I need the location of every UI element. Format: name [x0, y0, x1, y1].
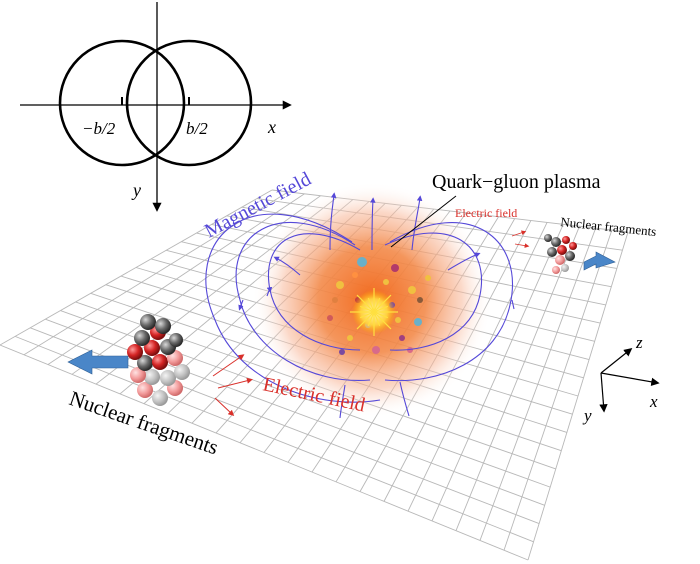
nucleon — [547, 247, 557, 257]
electric-field-arrows-right — [511, 230, 530, 248]
nucleon — [555, 255, 565, 265]
nuclear-fragments-left — [127, 314, 190, 406]
quark-gluon-plasma — [252, 182, 492, 418]
quark-particle — [417, 297, 423, 303]
nucleon — [565, 251, 575, 261]
nuclear-fragments-right — [544, 234, 577, 274]
nucleon — [544, 234, 552, 242]
nucleon — [140, 314, 156, 330]
impact-parameter-inset: −b/2 b/2 x y — [20, 2, 292, 212]
qgp-label: Quark−gluon plasma — [432, 171, 601, 193]
spark-ray — [373, 294, 392, 313]
nucleon — [155, 318, 171, 334]
quark-particle — [372, 346, 380, 354]
electric-field-small-label: Electric field — [455, 206, 517, 220]
spark-ray — [373, 305, 389, 313]
nucleon — [552, 266, 560, 274]
inset-y-label: y — [131, 180, 141, 200]
right-nucleus-circle — [125, 39, 253, 167]
spark-ray — [367, 311, 375, 327]
axis-x-label: x — [649, 392, 658, 411]
quark-particle — [425, 275, 431, 281]
spark-ray — [356, 311, 375, 330]
nucleon — [127, 344, 143, 360]
axis-y-label: y — [582, 406, 592, 425]
inset-x-label: x — [267, 117, 276, 137]
spark-ray — [373, 311, 392, 330]
nucleon — [130, 367, 146, 383]
spark-ray — [367, 297, 375, 313]
nucleon — [557, 245, 567, 255]
quark-particle — [383, 279, 389, 285]
minus-b-half-label: −b/2 — [82, 119, 116, 138]
quark-particle — [347, 335, 353, 341]
spark-ray — [359, 311, 375, 319]
nucleon — [160, 370, 176, 386]
b-half-label: b/2 — [186, 119, 208, 138]
quark-particle — [414, 318, 422, 326]
coordinate-axes-3d — [599, 347, 660, 413]
quark-particle — [327, 315, 333, 321]
axis-z-label: z — [635, 333, 643, 352]
spark-burst-icon — [350, 288, 398, 336]
nucleon — [174, 364, 190, 380]
nucleon — [152, 354, 168, 370]
grid-line — [0, 344, 529, 561]
block-arrow-icon-left — [67, 349, 129, 375]
spark-ray — [373, 311, 381, 327]
spark-ray — [373, 311, 389, 319]
spark-ray — [359, 305, 375, 313]
quark-particle — [408, 286, 416, 294]
nucleon — [569, 242, 577, 250]
nucleon — [152, 390, 168, 406]
nucleon — [137, 355, 153, 371]
quark-particle — [395, 317, 401, 323]
nuclear-fragments-small-label: Nuclear fragments — [560, 214, 657, 239]
quark-particle — [332, 297, 338, 303]
nucleon — [144, 369, 160, 385]
quark-particle — [399, 335, 405, 341]
nucleon — [144, 340, 160, 356]
electric-field-arrows-left — [212, 354, 253, 417]
nucleon — [137, 382, 153, 398]
grid-line — [14, 335, 534, 543]
nucleon — [551, 237, 561, 247]
block-arrow-icon-right — [583, 251, 616, 271]
spark-ray — [356, 294, 375, 313]
spark-ray — [373, 297, 381, 313]
quark-particle — [352, 272, 358, 278]
quark-particle — [391, 264, 399, 272]
quark-particle — [336, 281, 344, 289]
left-nucleus-circle — [58, 39, 186, 167]
magnetic-field-lines — [205, 192, 515, 419]
nucleon — [134, 330, 150, 346]
nucleon — [561, 264, 569, 272]
nucleon — [562, 236, 570, 244]
nucleon — [169, 333, 183, 347]
quark-particle — [339, 349, 345, 355]
qgp-pointer-line — [390, 195, 457, 248]
quark-particle — [357, 257, 367, 267]
